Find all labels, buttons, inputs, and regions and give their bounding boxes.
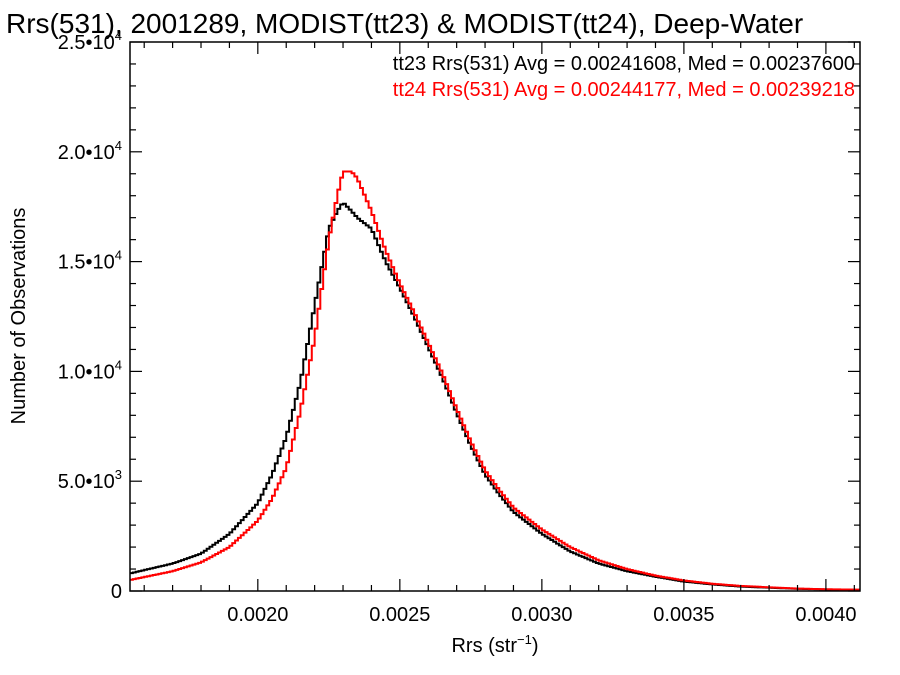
y-tick-label: 2.5•104 — [58, 28, 122, 54]
y-tick-label: 1.5•104 — [58, 248, 122, 274]
x-tick-label: 0.0040 — [795, 604, 856, 626]
x-axis-label-sup: −1 — [517, 632, 532, 647]
y-axis-label: Number of Observations — [8, 208, 30, 425]
x-tick-label: 0.0030 — [511, 604, 572, 626]
series-layer — [130, 170, 860, 591]
x-tick-label: 0.0035 — [653, 604, 714, 626]
x-axis-label-main: Rrs (str — [451, 635, 517, 657]
x-tick-label: 0.0020 — [227, 604, 288, 626]
y-tick-label: 0 — [111, 581, 122, 603]
chart-title: Rrs(531), 2001289, MODIST(tt23) & MODIST… — [6, 8, 803, 39]
legend-entry-tt23: tt23 Rrs(531) Avg = 0.00241608, Med = 0.… — [393, 53, 855, 75]
y-tick-label: 5.0•103 — [58, 467, 122, 493]
legend-entry-tt24: tt24 Rrs(531) Avg = 0.00244177, Med = 0.… — [393, 79, 855, 101]
series-line-tt23 — [130, 202, 860, 591]
plot-frame — [129, 41, 861, 592]
axes-layer: 0.0020 0.0025 0.0030 0.0035 0.0040 0 5.0•103 1.… — [58, 28, 861, 626]
x-tick-label: 0.0025 — [369, 604, 430, 626]
x-axis-label-close: ) — [532, 635, 539, 657]
y-tick-label: 1.0•104 — [58, 357, 122, 383]
y-tick-label: 2.0•104 — [58, 138, 122, 164]
series-line-tt24 — [130, 170, 860, 591]
x-axis-label: Rrs (str−1) — [451, 632, 538, 657]
